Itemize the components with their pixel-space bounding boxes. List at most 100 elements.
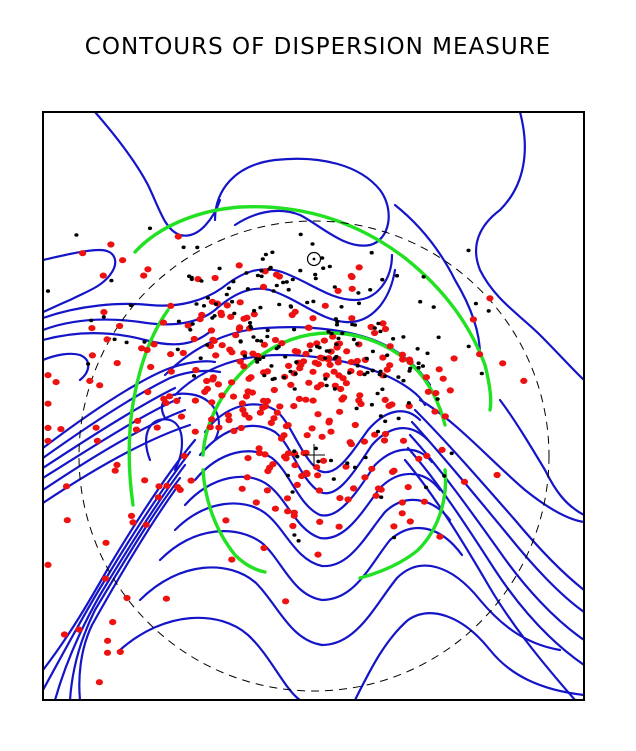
red-point [240,363,248,370]
red-point [261,451,269,458]
contour-line [408,433,584,642]
black-point [449,451,454,456]
red-point [255,450,264,457]
red-point [316,518,324,526]
red-point [163,482,171,489]
red-point [93,437,101,444]
black-point [290,490,295,494]
red-point [337,385,345,393]
black-point [416,361,421,366]
black-point [251,335,256,339]
black-point [420,364,425,368]
contour-line [93,112,222,237]
black-point-series [45,226,491,543]
red-point [167,368,175,375]
red-point [245,414,253,421]
red-point [252,499,260,506]
black-point [259,269,264,273]
black-point [382,374,387,379]
red-point [223,302,231,309]
red-point [450,355,458,362]
black-point [339,305,344,309]
red-point [211,274,219,282]
red-point [235,325,243,332]
red-point [238,485,246,492]
red-point [240,315,248,322]
red-point [191,397,199,404]
black-point [276,345,281,349]
black-point [231,279,236,284]
red-point [162,595,170,602]
red-point [309,368,317,375]
black-point [292,327,297,332]
black-point [74,233,79,237]
red-point [44,372,52,379]
green-ring-arc [201,468,267,574]
black-point [272,376,277,381]
red-point [314,472,322,479]
black-point [424,485,429,490]
black-point [378,369,383,374]
black-point [308,348,313,353]
red-point [237,424,245,432]
black-point [284,280,289,284]
red-point [270,415,278,422]
black-point [340,331,345,336]
black-point [265,328,270,333]
red-point [297,361,305,368]
red-point [138,345,146,352]
red-point [308,425,316,432]
contour-line [43,360,217,450]
red-point [388,468,397,475]
red-point [302,350,310,357]
black-point [86,362,91,366]
red-point [343,348,351,355]
red-point [177,413,186,420]
red-point [520,377,528,384]
red-point [208,399,216,406]
black-point [269,364,274,368]
black-point [274,283,279,288]
red-point [111,467,119,474]
red-point [57,426,65,433]
black-point [147,226,153,231]
center-plus-marker [303,444,325,466]
red-point [203,377,211,385]
red-point [273,409,281,416]
red-point [309,315,317,322]
black-point [298,268,303,273]
black-point [486,309,491,313]
red-point [405,402,413,410]
red-point [228,379,236,386]
red-point [222,517,230,524]
black-point [347,371,352,375]
red-point [263,368,272,375]
red-point [228,349,236,356]
black-point [355,363,360,368]
red-point [342,463,350,470]
contour-line [43,396,182,480]
contour-line [410,420,584,614]
red-point [154,494,163,501]
red-point [420,498,428,505]
red-point [344,496,352,503]
green-ring-arc [358,468,448,580]
red-point [338,396,346,403]
black-point [268,265,273,270]
red-point [113,461,121,468]
black-point [425,351,430,356]
black-point [212,314,217,318]
red-point [272,271,281,278]
black-point [368,288,373,292]
black-point [473,301,478,306]
red-point [314,551,322,558]
black-point [194,302,199,306]
black-point [408,366,413,371]
red-point [100,309,108,316]
black-point [238,339,243,343]
red-point [325,419,333,426]
red-point [218,342,226,349]
red-point [380,437,389,444]
black-point [378,329,383,334]
black-point [188,328,193,332]
